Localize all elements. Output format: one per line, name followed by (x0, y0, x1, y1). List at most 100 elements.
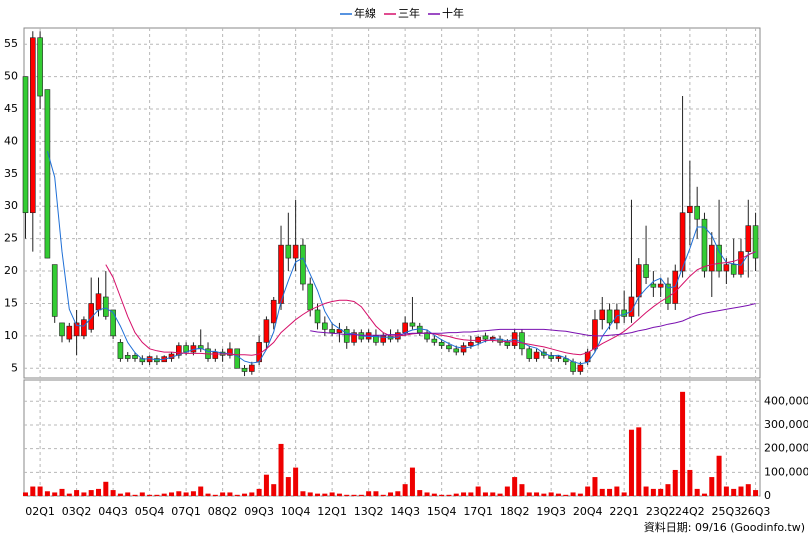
x-tick-label: 04Q3 (98, 505, 128, 518)
candle-body (716, 244, 722, 272)
price-frame (23, 27, 761, 379)
y-tick-label: 15 (4, 296, 18, 309)
x-tick-label: 19Q3 (536, 505, 566, 518)
volume-bar (154, 494, 160, 496)
volume-bar (745, 484, 751, 496)
x-tick-label: 13Q2 (354, 505, 384, 518)
candle-body (679, 212, 686, 272)
volume-bar (497, 493, 503, 496)
volume-bar (329, 492, 335, 496)
volume-bar (526, 492, 532, 496)
volume-bar (388, 492, 394, 496)
candle-body (81, 319, 87, 337)
volume-bar (650, 488, 656, 496)
candle-body (212, 351, 219, 359)
x-tick-label: 25Q3 (712, 505, 742, 518)
candle-body (322, 322, 328, 330)
y2-tick-label: 400,000 (764, 394, 808, 407)
volume-bar (753, 490, 759, 496)
volume-bar (351, 494, 357, 496)
volume-bar (643, 486, 649, 496)
volume-bar (176, 491, 182, 496)
candle-body (117, 342, 124, 359)
volume-bar (234, 494, 240, 496)
legend-label: 年線 (354, 6, 376, 20)
volume-bar (198, 486, 204, 496)
candle-body (577, 364, 584, 372)
volume-bar (614, 486, 620, 496)
volume-bar (475, 486, 481, 496)
volume-bar (23, 492, 28, 496)
volume-bar (373, 491, 379, 496)
x-tick-label: 26Q3 (741, 505, 771, 518)
volume-bar (548, 492, 554, 496)
legend-label: 十年 (442, 6, 464, 20)
volume-bar (672, 469, 678, 496)
y2-tick-label: 100,000 (764, 465, 808, 478)
volume-bar (59, 488, 65, 496)
volume-bar (52, 492, 58, 496)
volume-bar (482, 492, 488, 496)
volume-bar (358, 494, 364, 496)
candle-body (606, 309, 613, 324)
volume-bar (439, 494, 445, 496)
candle-body (351, 332, 357, 343)
candle-body (402, 322, 408, 333)
volume-bar (344, 494, 350, 496)
volume-bar (96, 488, 102, 496)
volume-bar (417, 490, 423, 496)
volume-bar (103, 481, 109, 496)
candle-body (555, 356, 562, 359)
x-tick-label: 12Q1 (317, 505, 347, 518)
candle-body (438, 342, 445, 346)
volume-bar (592, 477, 598, 496)
candle-body (59, 322, 65, 337)
volume-bar (585, 486, 591, 496)
volume-bar (431, 493, 437, 496)
y-tick-label: 20 (4, 264, 18, 277)
volume-bar (680, 391, 686, 496)
volume-bar (577, 493, 583, 496)
y2-tick-label: 0 (764, 489, 771, 502)
volume-bar (293, 467, 299, 496)
volume-frame (23, 379, 761, 497)
y-tick-label: 55 (4, 37, 18, 50)
volume-bar (117, 493, 123, 496)
volume-bar (249, 492, 255, 496)
x-tick-label: 15Q4 (427, 505, 457, 518)
y-tick-label: 40 (4, 134, 18, 147)
candle-body (460, 345, 467, 353)
x-tick-label: 23Q2 (646, 505, 676, 518)
y-tick-label: 50 (4, 70, 18, 83)
volume-bar (315, 493, 321, 496)
x-tick-label: 18Q2 (500, 505, 530, 518)
candle-body (723, 264, 730, 272)
candle-body (300, 244, 306, 285)
candle-body (88, 303, 95, 330)
volume-bar (37, 486, 43, 496)
volume-bar (271, 484, 277, 496)
volume-bar (147, 494, 153, 496)
volume-bar (409, 467, 415, 496)
y2-tick-label: 300,000 (764, 418, 808, 431)
volume-bar (132, 494, 138, 496)
candle-body (519, 332, 525, 350)
candle-body (745, 225, 752, 252)
volume-bar (395, 491, 401, 496)
volume-bar (570, 492, 576, 496)
candle-body (292, 244, 299, 259)
volume-bar (227, 492, 233, 496)
volume-bar (220, 492, 226, 496)
candle-body (270, 299, 277, 324)
candle-body (73, 322, 80, 337)
candle-body (307, 283, 314, 311)
volume-bar (300, 491, 306, 496)
volume-bar (125, 492, 131, 496)
volume-bar (709, 477, 715, 496)
volume-bar (402, 484, 408, 496)
volume-bar (621, 492, 627, 496)
candle-body (110, 309, 116, 337)
candle-body (562, 358, 569, 363)
candle-body (176, 345, 182, 356)
